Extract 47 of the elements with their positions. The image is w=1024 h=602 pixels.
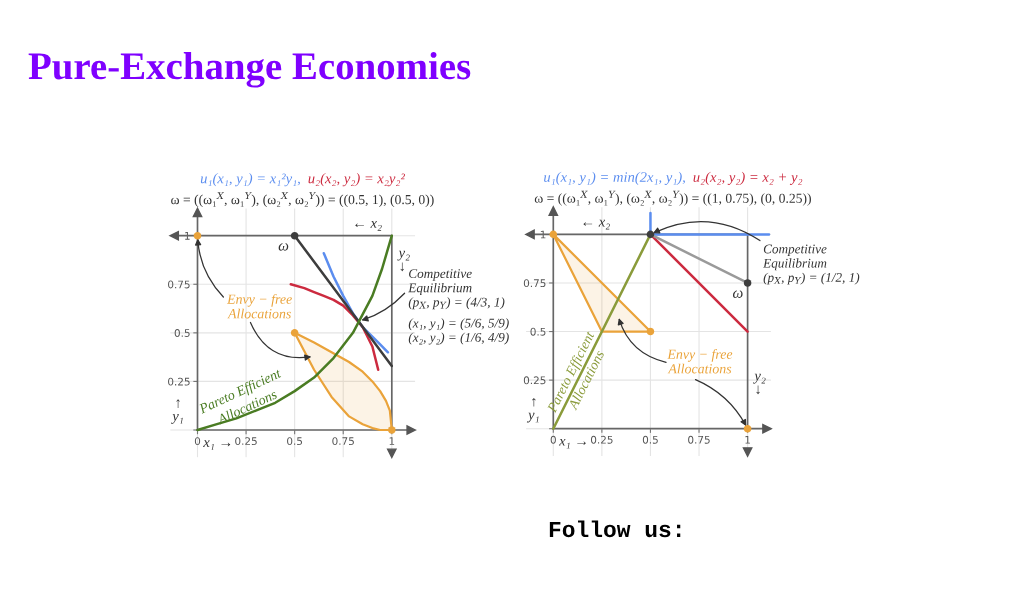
x-axis-title: x₁ → bbox=[203, 440, 231, 450]
x-tick-label: 0.5 bbox=[642, 435, 658, 444]
y-tick-label: 0.5 bbox=[174, 329, 190, 337]
annotation: Competitive Equilibrium (p$_{X}$, p$_{Y}$) = (1/2, 1) bbox=[762, 244, 860, 285]
x-tick-label: 0 bbox=[194, 437, 201, 446]
annotation: Envy − free Allocations bbox=[667, 348, 733, 374]
x-axis-title: x₁ → bbox=[558, 438, 586, 449]
annotation: Competitive Equilibrium (p$_{X}$, p$_{Y}$) = (4/3, 1) bbox=[408, 269, 505, 310]
x-tick-label: 0 bbox=[550, 435, 556, 444]
y-axis-title: ↑ y₁ bbox=[171, 399, 183, 424]
text: u₁(x₁, y₁) = x₁²y₁, bbox=[200, 173, 300, 187]
point bbox=[646, 230, 655, 239]
text: u₂(x₂, y₂) = x₂ + y₂ bbox=[693, 171, 803, 185]
y-tick-label: 0.75 bbox=[523, 279, 546, 288]
point bbox=[743, 424, 752, 433]
text: Pure-Exchange Economies bbox=[28, 52, 471, 88]
x-tick-label: 1 bbox=[389, 437, 395, 445]
point bbox=[646, 327, 655, 336]
annotation: (x₁, y₁) = (5/6, 5/9) (x₂, y₂) = (1/6, 4/9) bbox=[408, 318, 509, 345]
x-tick-label: 0.75 bbox=[688, 435, 710, 444]
x-tick-label: 0.25 bbox=[235, 437, 257, 446]
y-tick-label: 0.5 bbox=[530, 327, 546, 336]
text: u₁(x₁, y₁) = min(2x₁, y₁), bbox=[544, 171, 685, 185]
x-tick-label: 0.75 bbox=[332, 437, 354, 446]
x2-axis-title: ← x₂ bbox=[583, 219, 610, 230]
x-tick-label: 1 bbox=[745, 435, 750, 444]
x2-axis-title: ← x₂ bbox=[355, 221, 382, 231]
point bbox=[743, 279, 752, 287]
text: u₂(x₂, y₂) = x₂y₂² bbox=[308, 173, 406, 187]
y2-axis-title: y₂ ↓ bbox=[397, 250, 410, 272]
text: ω = ((ω₁$^{X}$, ω₁$^{Y}$), (ω₂$^{X}$, ω₂$^{Y}$)) = ((0.5, 1), (0.5, 0)) bbox=[171, 192, 434, 207]
point bbox=[193, 231, 202, 240]
text: ω = ((ω₁$^{X}$, ω₁$^{Y}$), (ω₂$^{X}$, ω₂$^{Y}$)) = ((1, 0.75), (0, 0.25)) bbox=[534, 190, 811, 206]
point bbox=[290, 329, 299, 337]
point bbox=[549, 230, 558, 239]
annotation: ω bbox=[732, 290, 743, 298]
x-tick-label: 0.25 bbox=[590, 435, 613, 444]
point bbox=[290, 231, 299, 240]
y-tick-label: 0.25 bbox=[168, 377, 190, 386]
y-axis-title: ↑ y₁ bbox=[526, 397, 539, 423]
y-tick-label: 0.25 bbox=[523, 376, 546, 385]
annotation: Envy − free Allocations bbox=[226, 293, 292, 319]
x-tick-label: 0.5 bbox=[287, 437, 303, 446]
y2-axis-title: y₂ ↓ bbox=[753, 373, 766, 395]
annotation: ω bbox=[278, 243, 289, 251]
y-tick-label: 0.75 bbox=[168, 280, 190, 289]
text: Follow us: bbox=[549, 520, 681, 538]
